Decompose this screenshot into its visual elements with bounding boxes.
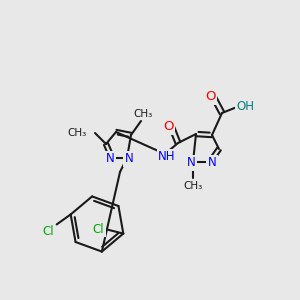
Text: CH₃: CH₃ (68, 128, 87, 138)
Text: O: O (163, 121, 173, 134)
Text: N: N (208, 157, 216, 169)
Text: OH: OH (236, 100, 254, 113)
Text: CH₃: CH₃ (183, 181, 202, 191)
Text: CH₃: CH₃ (134, 109, 153, 119)
Text: N: N (187, 157, 195, 169)
Text: Cl: Cl (42, 225, 53, 238)
Text: Cl: Cl (92, 223, 104, 236)
Text: N: N (124, 152, 134, 166)
Text: N: N (106, 152, 114, 166)
Text: O: O (205, 91, 215, 103)
Text: NH: NH (158, 151, 176, 164)
